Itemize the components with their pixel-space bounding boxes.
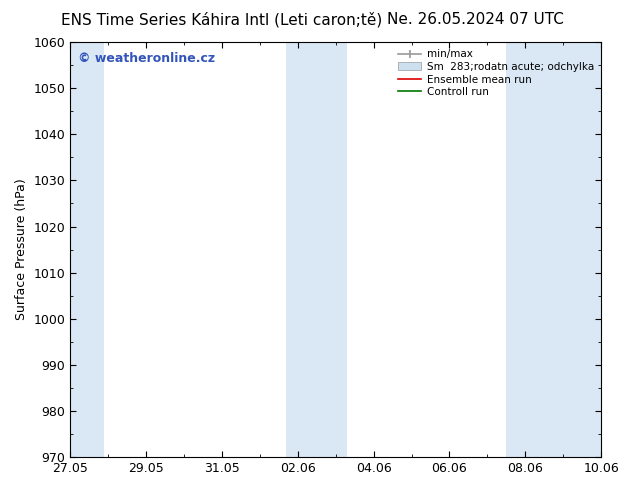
Text: © weatheronline.cz: © weatheronline.cz [78,52,216,66]
Legend: min/max, Sm  283;rodatn acute; odchylka, Ensemble mean run, Controll run: min/max, Sm 283;rodatn acute; odchylka, … [396,47,596,99]
Bar [507,42,601,457]
Y-axis label: Surface Pressure (hPa): Surface Pressure (hPa) [15,179,28,320]
Bar [287,42,347,457]
Text: Ne. 26.05.2024 07 UTC: Ne. 26.05.2024 07 UTC [387,12,564,27]
Bar [70,42,105,457]
Text: ENS Time Series Káhira Intl (Leti caron;tě): ENS Time Series Káhira Intl (Leti caron;… [61,12,382,28]
